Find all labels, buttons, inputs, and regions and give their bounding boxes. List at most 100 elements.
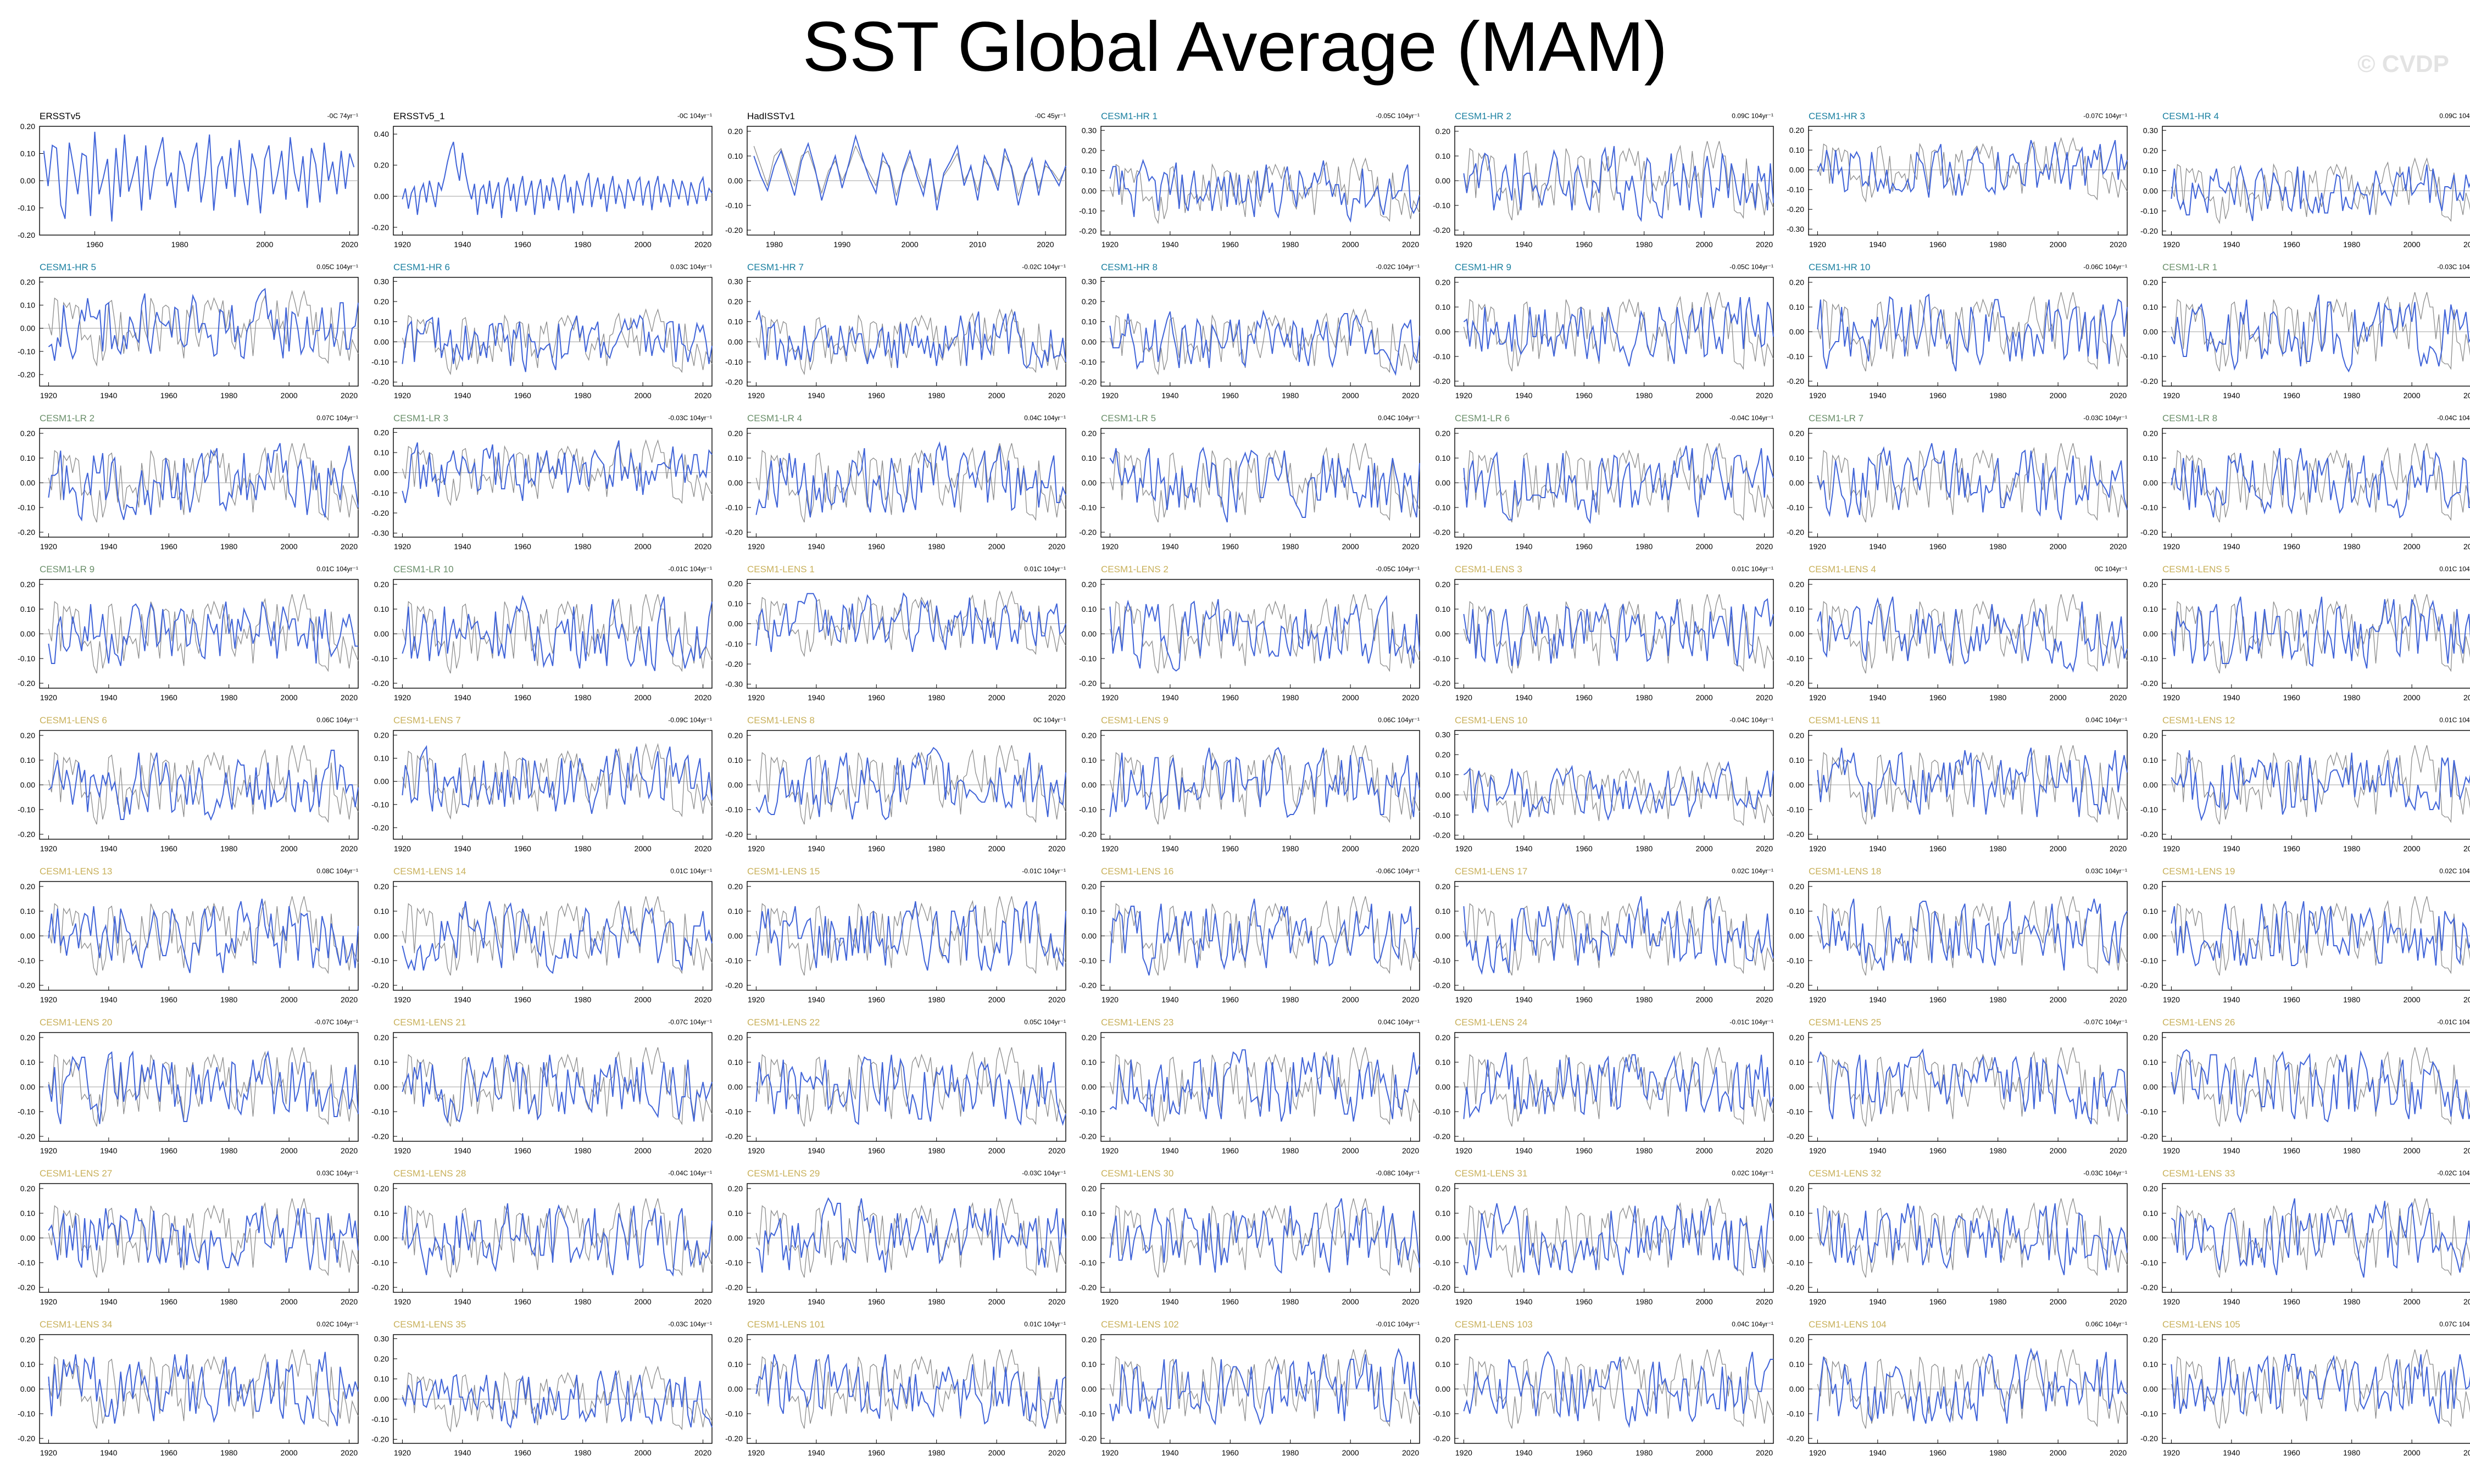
series-line-gray [402, 896, 713, 976]
chart-panel: CESM1-LENS 23 0.04C 104yr⁻¹ 0.20 0.10 0.00 -0… [1079, 1017, 1420, 1170]
x-tick-label: 1920 [748, 1146, 765, 1155]
y-tick-label: 0.20 [1436, 1335, 1450, 1344]
y-tick-label: 0.20 [374, 1033, 389, 1042]
y-tick-label: 0.00 [728, 1234, 743, 1242]
panel-plot: 0.20 0.10 0.00 -0.10 -0.20 1920 1940 1960 1980 20… [1079, 1032, 1420, 1155]
y-tick-label: 0.00 [1789, 931, 1804, 940]
y-tick-label: -0.10 [2140, 1258, 2158, 1267]
y-tick-label: -0.10 [1433, 1107, 1450, 1116]
y-tick-label: -0.10 [1433, 1258, 1450, 1267]
y-tick-label: -0.10 [725, 201, 743, 210]
x-tick-label: 1960 [1222, 391, 1239, 400]
x-tick-label: 1940 [1515, 1297, 1532, 1306]
panel-title: CESM1-LENS 3 [1455, 564, 1522, 574]
y-tick-label: -0.10 [371, 1415, 389, 1424]
x-tick-label: 1980 [928, 995, 945, 1004]
x-tick-label: 1980 [1989, 1146, 2006, 1155]
chart-panel: CESM1-LENS 12 0.01C 104yr⁻¹ 0.20 0.10 0.00 -0… [2140, 715, 2470, 868]
y-tick-label: -0.20 [2140, 227, 2158, 236]
y-tick-label: -0.10 [18, 654, 35, 663]
series-line-blue [402, 440, 713, 503]
y-tick-label: 0.00 [1789, 165, 1804, 174]
x-tick-label: 1960 [1929, 240, 1946, 249]
series-line-blue [755, 1197, 1066, 1273]
x-tick-label: 2020 [2110, 391, 2127, 400]
x-tick-label: 1960 [1929, 844, 1946, 853]
x-tick-label: 1980 [1989, 1448, 2006, 1457]
x-tick-label: 1940 [454, 542, 471, 551]
y-tick-label: 0.00 [2143, 780, 2158, 789]
x-tick-label: 1920 [394, 844, 411, 853]
x-tick-label: 1960 [514, 240, 531, 249]
panel-plot: 0.20 0.10 0.00 -0.10 -0.20 1920 1940 1960 1980 20… [1079, 1334, 1420, 1457]
chart-panel: CESM1-LENS 1 0.01C 104yr⁻¹ 0.20 0.10 0.00 -0.… [725, 564, 1066, 717]
y-tick-label: 0.20 [1436, 1033, 1450, 1042]
y-tick-label: -0.10 [1433, 1409, 1450, 1418]
x-tick-label: 1940 [100, 1146, 117, 1155]
series-line-blue [402, 1055, 713, 1124]
y-tick-label: 0.10 [2143, 454, 2158, 462]
x-tick-label: 2020 [1756, 1448, 1773, 1457]
y-tick-label: 0.20 [1436, 882, 1450, 891]
y-tick-label: 0.00 [2143, 931, 2158, 940]
panel-plot: 0.20 0.10 0.00 -0.10 -0.20 1920 1940 1960 1980 20… [1433, 1334, 1774, 1457]
panel-title: CESM1-LR 4 [747, 413, 803, 423]
y-tick-label: 0.10 [20, 605, 35, 613]
panel-plot: 0.20 0.10 0.00 -0.10 -0.20 1920 1940 1960 1980 20… [371, 579, 713, 702]
x-tick-label: 1980 [1989, 542, 2006, 551]
series-line-blue [1817, 140, 2128, 198]
y-tick-label: -0.20 [1787, 377, 1804, 386]
chart-panel: CESM1-LENS 35 -0.03C 104yr⁻¹ 0.30 0.20 0.10 0… [371, 1319, 713, 1472]
x-tick-label: 1980 [928, 1146, 945, 1155]
panel-plot: 0.30 0.20 0.10 0.00 -0.10 -0.20 1920 1940 1960 19… [1079, 126, 1420, 249]
y-tick-label: 0.10 [20, 149, 35, 158]
x-tick-label: 1940 [1515, 391, 1532, 400]
y-tick-label: -0.10 [371, 956, 389, 965]
x-tick-label: 1940 [808, 1146, 825, 1155]
y-tick-label: 0.10 [1789, 756, 1804, 765]
panel-trend-label: 0.07C 104yr⁻¹ [316, 414, 358, 422]
y-tick-label: 0.30 [374, 277, 389, 286]
y-tick-label: 0.10 [1789, 1360, 1804, 1369]
series-line-blue [402, 901, 713, 974]
panel-trend-label: -0.07C 104yr⁻¹ [2083, 112, 2127, 120]
y-tick-label: 0.10 [728, 1360, 743, 1369]
series-line-gray [48, 289, 359, 367]
panel-plot: 0.20 0.10 0.00 -0.10 -0.20 1920 1940 1960 1980 20… [18, 1334, 359, 1457]
x-tick-label: 1940 [1515, 1146, 1532, 1155]
y-tick-label: -0.10 [1079, 654, 1097, 663]
x-tick-label: 1940 [808, 693, 825, 702]
x-tick-label: 2000 [2050, 844, 2067, 853]
y-tick-label: 0.10 [1436, 771, 1450, 779]
x-tick-label: 1960 [514, 1448, 531, 1457]
series-line-gray [2171, 896, 2470, 976]
panel-trend-label: 0.01C 104yr⁻¹ [316, 565, 358, 573]
series-line-blue [48, 899, 359, 973]
y-tick-label: -0.10 [2140, 1409, 2158, 1418]
x-tick-label: 2000 [635, 1297, 652, 1306]
series-line-gray [1109, 1198, 1420, 1278]
series-line-gray [48, 1198, 359, 1278]
x-tick-label: 1920 [748, 391, 765, 400]
x-tick-label: 1940 [1869, 1297, 1886, 1306]
y-tick-label: -0.10 [725, 1258, 743, 1267]
panel-plot: 0.30 0.20 0.10 0.00 -0.10 -0.20 1920 1940 1960 19… [371, 1334, 713, 1457]
x-tick-label: 1940 [808, 995, 825, 1004]
x-tick-label: 1960 [868, 995, 885, 1004]
chart-panel: CESM1-LENS 31 0.02C 104yr⁻¹ 0.20 0.10 0.00 -0… [1433, 1168, 1774, 1321]
x-tick-label: 1940 [454, 995, 471, 1004]
y-tick-label: -0.20 [725, 660, 743, 668]
x-tick-label: 1980 [1282, 1146, 1299, 1155]
x-tick-label: 2020 [2463, 391, 2470, 400]
x-tick-label: 2020 [2463, 240, 2470, 249]
x-tick-label: 1940 [2223, 693, 2240, 702]
y-tick-label: 0.10 [20, 1360, 35, 1369]
x-tick-label: 2000 [2404, 693, 2421, 702]
panel-trend-label: -0.03C 104yr⁻¹ [2083, 1169, 2127, 1177]
y-tick-label: -0.20 [725, 1283, 743, 1292]
x-tick-label: 1920 [1809, 1146, 1826, 1155]
x-tick-label: 1940 [1161, 542, 1178, 551]
panel-plot: 0.20 0.10 0.00 -0.10 -0.20 1920 1940 1960 1980 20… [2140, 881, 2470, 1004]
x-tick-label: 1980 [1282, 844, 1299, 853]
y-tick-label: -0.20 [1079, 1434, 1097, 1443]
